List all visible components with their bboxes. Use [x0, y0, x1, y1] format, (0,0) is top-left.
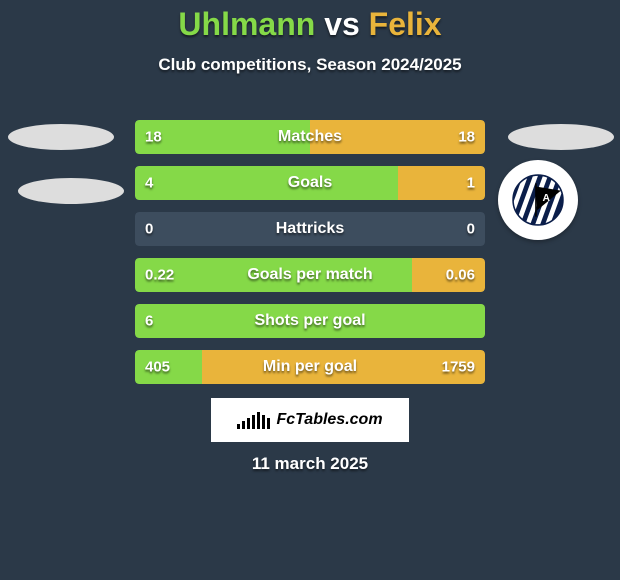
- stat-bar-right: [310, 120, 485, 154]
- title-right: Felix: [369, 6, 442, 42]
- fctables-badge: FcTables.com: [211, 398, 409, 442]
- stat-bar-right: [412, 258, 486, 292]
- stat-row: 1818Matches: [135, 120, 485, 154]
- player-avatar: [508, 124, 614, 150]
- stat-bar-left: [135, 350, 202, 384]
- player-avatar: [8, 124, 114, 150]
- stat-bar-right: [202, 350, 486, 384]
- stat-row: 0.220.06Goals per match: [135, 258, 485, 292]
- subtitle: Club competitions, Season 2024/2025: [0, 55, 620, 75]
- stat-row: 41Goals: [135, 166, 485, 200]
- comparison-chart: 1818Matches 41Goals 00Hattricks 0.220.06Goa…: [135, 120, 485, 396]
- title-left: Uhlmann: [178, 6, 315, 42]
- fctables-icon: [237, 411, 270, 429]
- player-avatar: [18, 178, 124, 204]
- stat-bar-left: [135, 258, 412, 292]
- date-label: 11 march 2025: [0, 454, 620, 474]
- page-title: Uhlmann vs Felix: [0, 0, 620, 43]
- stat-bar-right: [398, 166, 486, 200]
- stat-bar-left: [135, 120, 310, 154]
- svg-text:A: A: [543, 193, 551, 204]
- fctables-label: FcTables.com: [276, 411, 382, 429]
- stat-row: 00Hattricks: [135, 212, 485, 246]
- stat-row: 4051759Min per goal: [135, 350, 485, 384]
- stat-bar-left: [135, 304, 485, 338]
- title-vs: vs: [324, 6, 360, 42]
- club-badge-icon: A: [512, 174, 564, 226]
- club-badge: A: [498, 160, 578, 240]
- stat-row: 6Shots per goal: [135, 304, 485, 338]
- stat-bar-left: [135, 166, 398, 200]
